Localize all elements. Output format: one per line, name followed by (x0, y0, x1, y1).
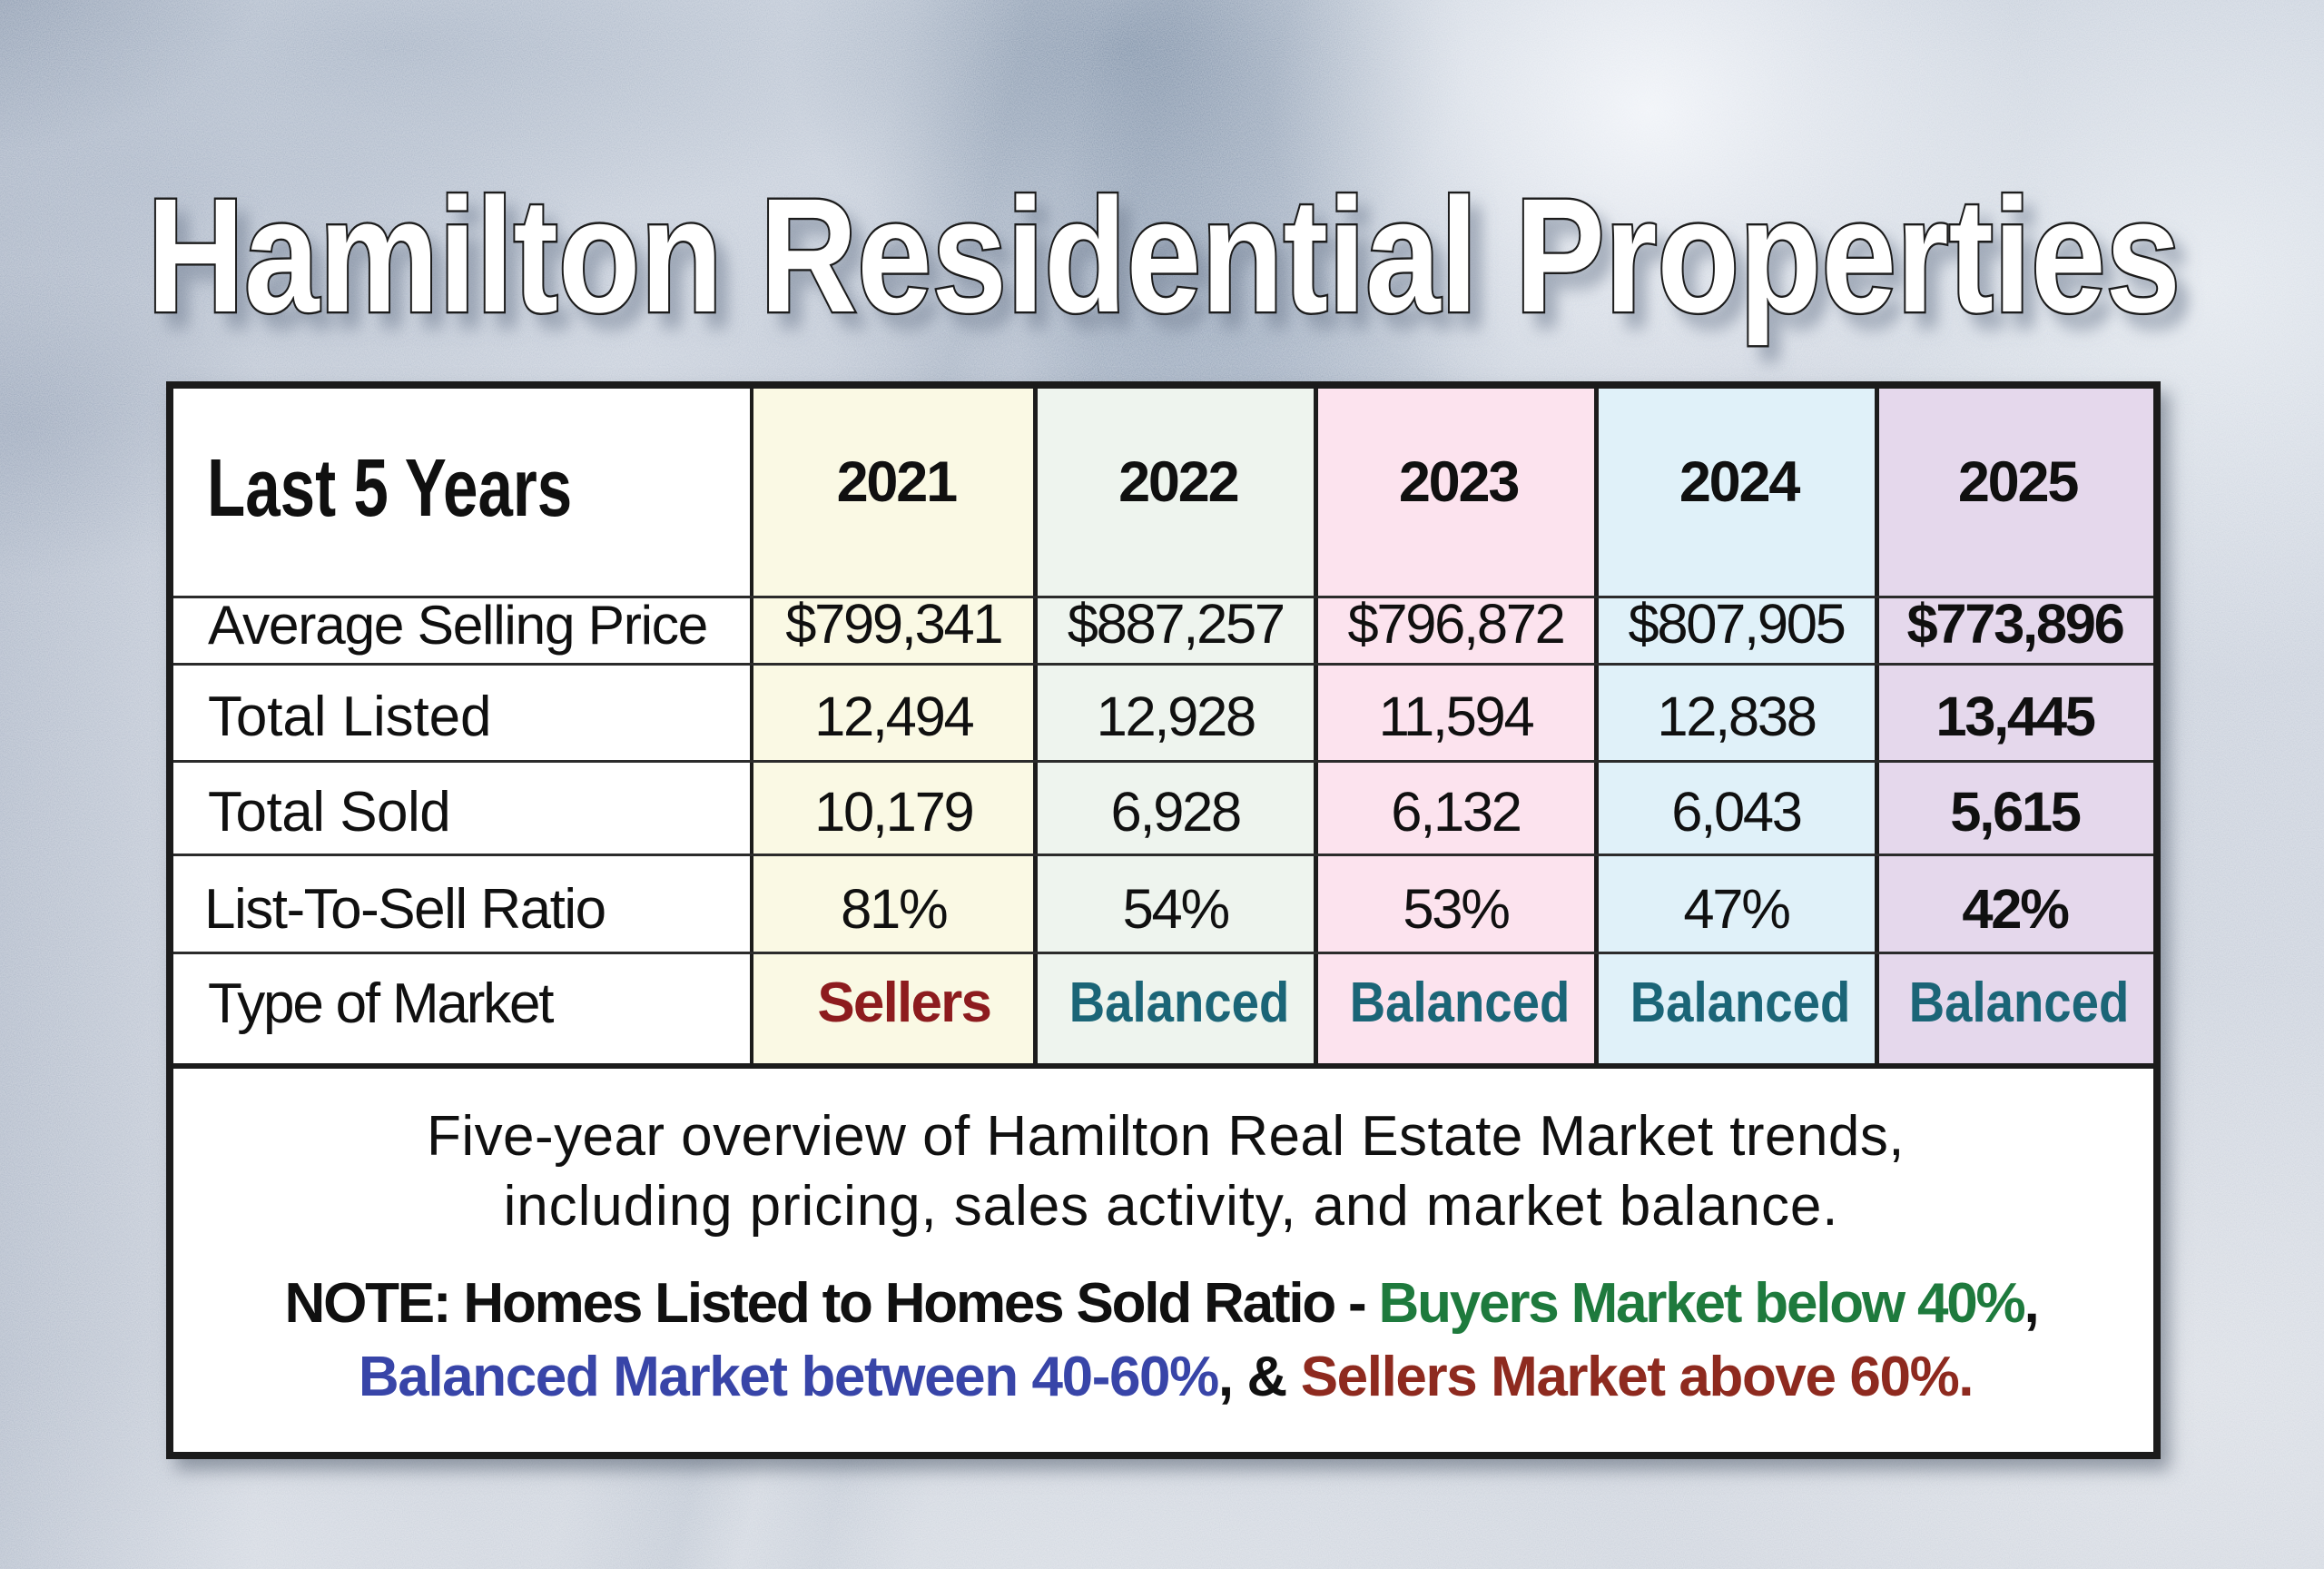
svg-text:Hamilton Residential Propertie: Hamilton Residential Properties (147, 164, 2181, 346)
